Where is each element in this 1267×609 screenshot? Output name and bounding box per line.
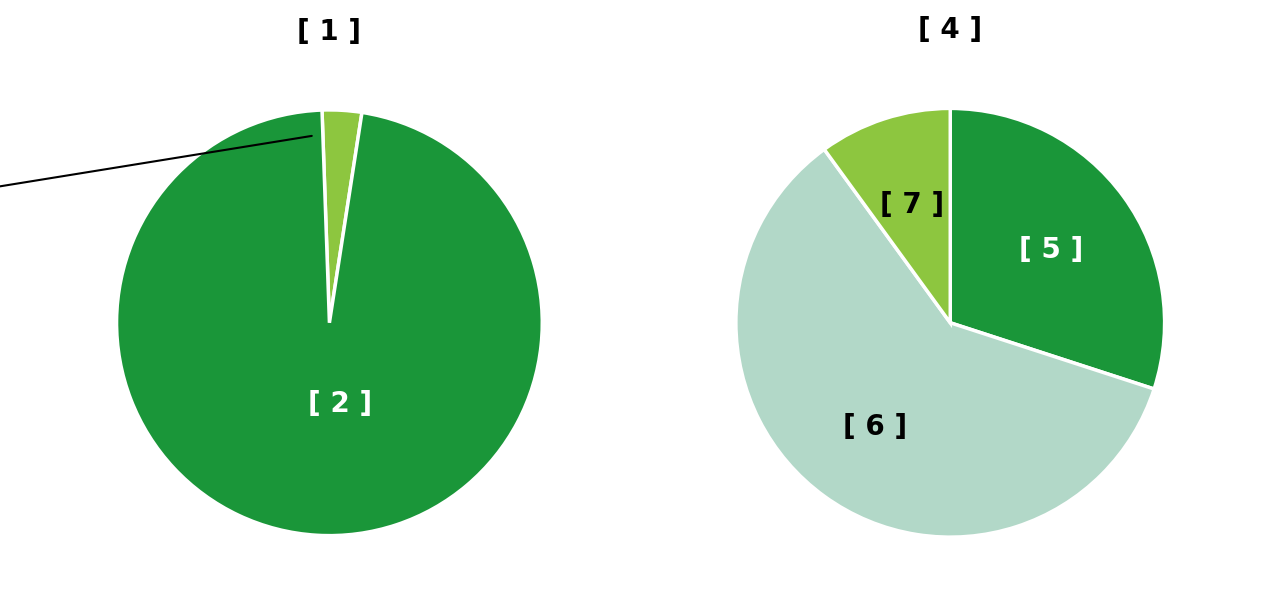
Text: [ 7 ]: [ 7 ] <box>879 191 944 219</box>
Text: [ 5 ]: [ 5 ] <box>1019 236 1083 264</box>
Wedge shape <box>950 108 1164 389</box>
Text: [ 3 ]: [ 3 ] <box>0 136 312 209</box>
Wedge shape <box>736 149 1154 537</box>
Text: [ 6 ]: [ 6 ] <box>843 413 907 441</box>
Title: [ 4 ]: [ 4 ] <box>919 16 982 44</box>
Wedge shape <box>117 110 542 536</box>
Title: [ 1 ]: [ 1 ] <box>298 18 361 46</box>
Wedge shape <box>825 108 950 323</box>
Wedge shape <box>322 110 362 323</box>
Text: [ 2 ]: [ 2 ] <box>308 390 372 418</box>
